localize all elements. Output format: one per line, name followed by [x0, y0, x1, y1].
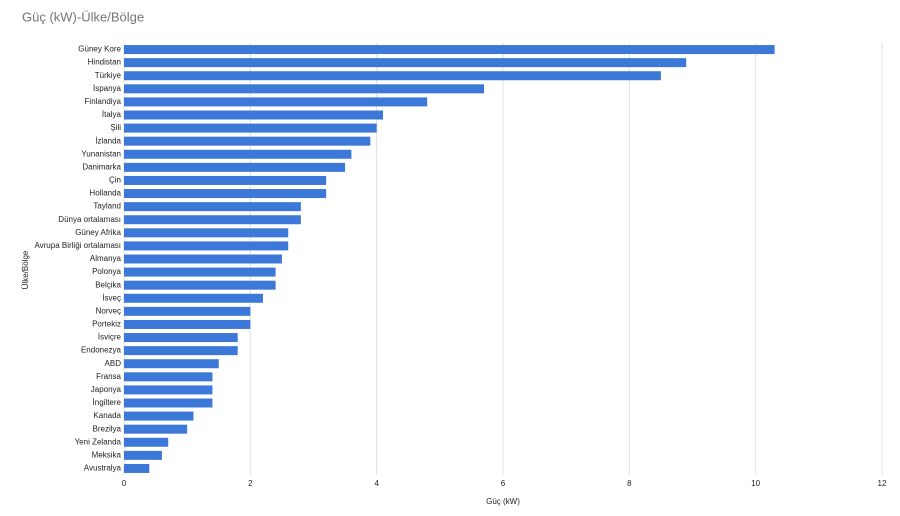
- bar: [124, 97, 428, 107]
- bar: [124, 162, 346, 172]
- y-tick-label: Avrupa Birliği ortalaması: [34, 241, 121, 250]
- bar: [124, 241, 289, 251]
- bar: [124, 45, 775, 55]
- bar: [124, 123, 377, 133]
- bar: [124, 306, 251, 316]
- bar: [124, 293, 263, 303]
- bar: [124, 437, 169, 447]
- bar: [124, 267, 276, 277]
- y-tick-label: Avustralya: [84, 464, 122, 473]
- y-tick-label: İzlanda: [95, 136, 121, 145]
- x-tick-label: 6: [501, 479, 506, 488]
- bar: [124, 110, 383, 120]
- y-tick-label: Norveç: [96, 306, 121, 315]
- chart-title: Güç (kW)-Ülke/Bölge: [22, 9, 144, 24]
- y-tick-label: Belçika: [95, 280, 121, 289]
- y-tick-label: Hollanda: [89, 189, 121, 198]
- y-axis-label: Ülke/Bölge: [21, 250, 30, 289]
- bar: [124, 175, 327, 185]
- y-tick-label: ABD: [105, 359, 122, 368]
- y-tick-label: Yunanistan: [81, 149, 121, 158]
- y-tick-label: Endonezya: [81, 346, 122, 355]
- y-tick-label: Portekiz: [92, 320, 121, 329]
- y-tick-label: Meksika: [92, 450, 122, 459]
- y-tick-label: Finlandiya: [85, 97, 122, 106]
- x-axis-label: Güç (kW): [486, 497, 520, 506]
- y-tick-label: İsviçre: [98, 333, 122, 342]
- y-tick-label: Türkiye: [95, 71, 122, 80]
- y-tick-label: İsveç: [102, 293, 121, 302]
- y-tick-label: Fransa: [96, 372, 121, 381]
- y-tick-label: Danimarka: [82, 162, 121, 171]
- bar: [124, 228, 289, 238]
- y-tick-label: İngiltere: [93, 398, 122, 407]
- y-tick-label: Polonya: [92, 267, 121, 276]
- bar: [124, 346, 238, 356]
- y-tick-label: Yeni Zelanda: [75, 437, 122, 446]
- bar: [124, 189, 327, 199]
- y-tick-label: Kanada: [93, 411, 121, 420]
- bar: [124, 254, 282, 264]
- y-tick-label: Güney Afrika: [75, 228, 121, 237]
- bar: [124, 280, 276, 290]
- x-tick-label: 4: [374, 479, 379, 488]
- x-tick-label: 2: [248, 479, 253, 488]
- bar: [124, 149, 352, 159]
- bar: [124, 71, 661, 81]
- bar: [124, 84, 485, 94]
- y-tick-label: Brezilya: [93, 424, 122, 433]
- bar: [124, 202, 301, 212]
- y-tick-label: Çin: [109, 176, 121, 185]
- y-tick-label: İspanya: [93, 84, 122, 93]
- y-tick-label: Hindistan: [88, 58, 121, 67]
- bar: [124, 333, 238, 343]
- bar: [124, 372, 213, 382]
- bar: [124, 58, 687, 68]
- y-tick-label: Tayland: [93, 202, 121, 211]
- bar: [124, 319, 251, 329]
- bar: [124, 215, 301, 225]
- bar: [124, 359, 219, 369]
- x-tick-label: 8: [627, 479, 632, 488]
- x-tick-label: 10: [751, 479, 760, 488]
- y-tick-label: Güney Kore: [78, 45, 121, 54]
- bar: [124, 450, 162, 460]
- x-tick-label: 0: [122, 479, 127, 488]
- y-tick-label: İtalya: [102, 110, 122, 119]
- x-tick-label: 12: [878, 479, 887, 488]
- bar: [124, 411, 194, 421]
- bar: [124, 136, 371, 146]
- bar: [124, 424, 188, 434]
- y-tick-label: Dünya ortalaması: [58, 215, 121, 224]
- y-tick-label: Japonya: [91, 385, 122, 394]
- y-tick-label: Şili: [110, 123, 121, 132]
- bar: [124, 398, 213, 408]
- bar: [124, 385, 213, 395]
- bar: [124, 463, 150, 473]
- y-tick-label: Almanya: [90, 254, 122, 263]
